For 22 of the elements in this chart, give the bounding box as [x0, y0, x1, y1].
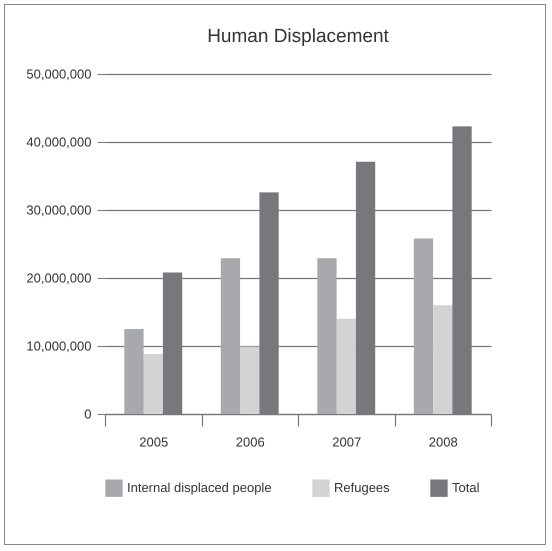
bar: [144, 354, 163, 414]
legend-label: Internal displaced people: [127, 480, 272, 496]
bar: [317, 258, 337, 414]
bar: [414, 238, 434, 414]
bar: [336, 318, 356, 414]
y-tick-label: 10,000,000: [26, 338, 92, 354]
bar: [220, 258, 240, 414]
bar: [124, 329, 144, 414]
x-tick-label: 2007: [332, 434, 362, 450]
y-tick-label: 30,000,000: [26, 202, 92, 218]
y-tick-label: 40,000,000: [26, 134, 92, 150]
legend-label: Total: [452, 480, 480, 496]
y-tick-label: 0: [84, 406, 92, 422]
bar: [433, 305, 452, 414]
x-tick-label: 2008: [428, 434, 458, 450]
x-tick-label: 2005: [139, 434, 168, 450]
y-tick-label: 50,000,000: [26, 66, 92, 82]
legend-label: Refugees: [334, 480, 390, 496]
x-tick-label: 2006: [236, 434, 265, 450]
bar: [240, 346, 260, 414]
chart-title: Human Displacement: [207, 26, 390, 47]
y-tick-label: 20,000,000: [26, 270, 92, 286]
